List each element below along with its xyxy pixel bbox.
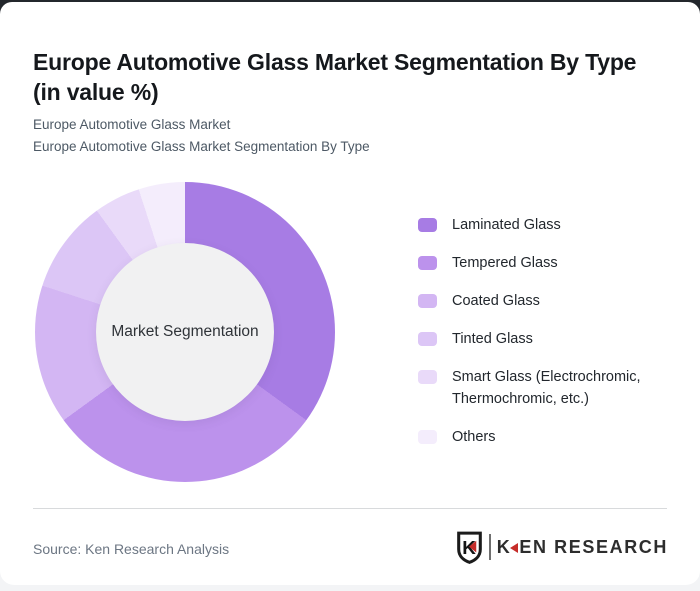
legend-label-laminated: Laminated Glass [452,217,561,233]
donut-center-label: Market Segmentation [111,323,259,340]
red-triangle-icon [468,540,477,552]
shield-k-icon: K [456,531,482,564]
source-text: Source: Ken Research Analysis [33,541,230,557]
legend-label-others: Others [452,429,496,445]
legend-swatch-coated [418,294,437,308]
legend-swatch-others [418,430,437,444]
logo-text-k: K [496,536,512,557]
legend-label-smart: Smart Glass (Electrochromic, Thermochrom… [452,369,641,407]
page-title: Europe Automotive Glass Market Segmentat… [33,49,637,106]
legend-label-tinted: Tinted Glass [452,331,533,347]
logo-text-rest: EN RESEARCH [519,536,668,557]
legend-item-smart: Smart Glass (Electrochromic, Thermochrom… [418,366,670,410]
red-arrow-icon [510,543,519,553]
logo-divider-bar [488,534,491,560]
subtitle-line-1: Europe Automotive Glass Market [33,117,231,132]
legend-item-tempered: Tempered Glass [418,252,670,274]
svg-text:K: K [462,538,476,559]
ken-research-logo: K K EN RESEARCH [456,529,668,565]
legend-item-laminated: Laminated Glass [418,214,670,236]
footer-divider [33,508,667,509]
subtitle-line-2: Europe Automotive Glass Market Segmentat… [33,138,370,154]
logo-text: K EN RESEARCH [497,537,668,558]
legend: Laminated Glass Tempered Glass Coated Gl… [418,214,670,464]
donut-center: Market Segmentation [96,243,274,421]
legend-swatch-tempered [418,256,437,270]
legend-label-coated: Coated Glass [452,293,540,309]
legend-swatch-laminated [418,218,437,232]
subtitle-block: Europe Automotive Glass Market Europe Au… [33,114,370,157]
legend-item-coated: Coated Glass [418,290,670,312]
legend-label-tempered: Tempered Glass [452,255,558,271]
legend-swatch-tinted [418,332,437,346]
donut-chart: Market Segmentation [35,182,335,482]
legend-item-tinted: Tinted Glass [418,328,670,350]
legend-item-others: Others [418,426,670,448]
legend-swatch-smart [418,370,437,384]
